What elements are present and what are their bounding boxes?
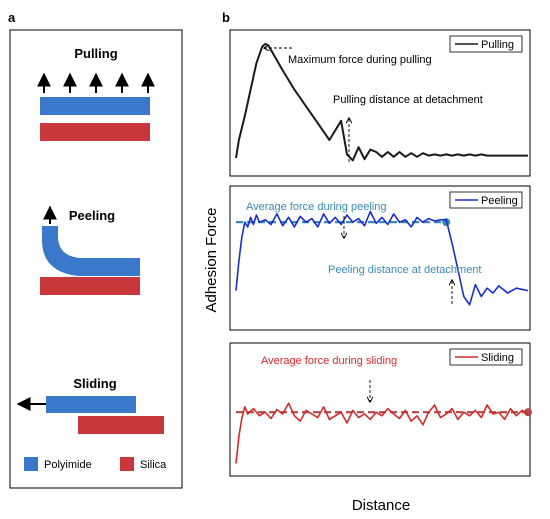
pulling-arrows <box>37 72 155 93</box>
pulling-polyimide-layer <box>40 97 150 115</box>
pulling-chart: Pulling Maximum force during pulling Pul… <box>229 29 531 177</box>
sliding-polyimide-layer <box>46 396 136 413</box>
sliding-chart: Sliding Average force during sliding <box>229 342 532 477</box>
material-legend: Polyimide Silica <box>24 457 167 471</box>
peeling-polyimide-layer <box>42 226 140 276</box>
sliding-series-line <box>235 402 529 464</box>
peeling-detach-annotation: Peeling distance at detachment <box>328 264 482 276</box>
sliding-silica-layer <box>78 416 164 434</box>
panel-a-frame <box>9 29 183 489</box>
pulling-title: Pulling <box>74 46 117 61</box>
sliding-legend: Sliding <box>449 348 523 366</box>
peeling-chart-frame <box>229 185 531 331</box>
max-force-annotation: Maximum force during pulling <box>288 54 432 66</box>
sliding-average-end-dot <box>524 408 532 417</box>
legend-swatch-silica <box>120 457 134 471</box>
peeling-legend: Peeling <box>449 191 523 209</box>
pulling-legend: Pulling <box>449 35 523 53</box>
panel-b-letter: b <box>222 10 230 25</box>
peeling-series-line <box>235 210 529 306</box>
legend-label-polyimide: Polyimide <box>44 459 92 471</box>
legend-swatch-polyimide <box>24 457 38 471</box>
sliding-title: Sliding <box>73 376 116 391</box>
pulling-detach-annotation: Pulling distance at detachment <box>333 94 483 106</box>
y-axis-label: Adhesion Force <box>203 207 220 312</box>
pulling-silica-layer <box>40 123 150 141</box>
peeling-silica-layer <box>40 277 140 295</box>
peeling-chart: Peeling Average force during peeling Pee… <box>229 185 531 331</box>
peeling-legend-label: Peeling <box>481 195 518 207</box>
peeling-average-annotation: Average force during peeling <box>246 201 386 213</box>
sliding-average-annotation: Average force during sliding <box>261 355 397 367</box>
pulling-legend-box <box>449 35 523 53</box>
peeling-title: Peeling <box>69 208 115 223</box>
pulling-legend-label: Pulling <box>481 39 514 51</box>
pulling-chart-frame <box>229 29 531 177</box>
legend-label-silica: Silica <box>140 459 167 471</box>
sliding-legend-label: Sliding <box>481 352 514 364</box>
sliding-legend-box <box>449 348 523 366</box>
peeling-legend-box <box>449 191 523 209</box>
panel-a-letter: a <box>8 10 16 25</box>
x-axis-label: Distance <box>352 497 410 514</box>
